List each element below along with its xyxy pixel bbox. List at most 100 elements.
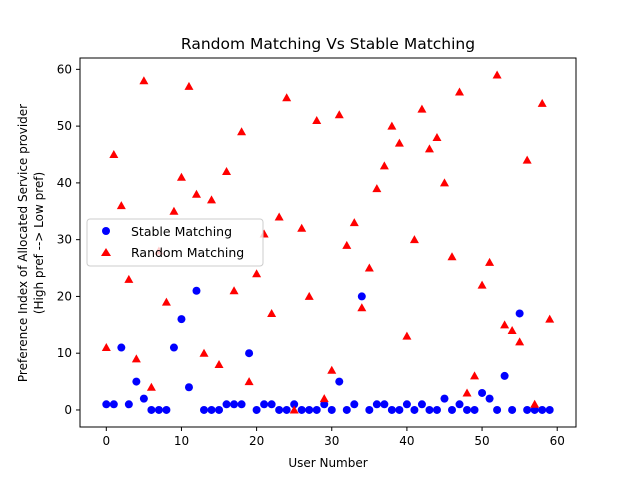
data-point-random — [522, 155, 532, 164]
y-tick-label: 30 — [57, 233, 72, 247]
data-point-random — [507, 325, 517, 334]
data-point-random — [409, 235, 419, 244]
data-point-stable — [207, 405, 216, 414]
y-tick-label: 50 — [57, 119, 72, 133]
series-stable-matching — [102, 286, 554, 414]
data-point-random — [116, 201, 126, 210]
data-point-stable — [260, 400, 269, 409]
data-point-random — [485, 257, 495, 266]
data-point-random — [184, 81, 194, 90]
y-axis-label-line-2: (High pref --> Low pref) — [32, 172, 46, 314]
data-point-random — [101, 343, 111, 352]
data-point-random — [455, 87, 465, 96]
legend-box — [86, 218, 264, 267]
data-point-random — [424, 144, 434, 153]
x-tick-label: 10 — [174, 434, 189, 448]
data-point-random — [139, 76, 149, 85]
data-point-random — [267, 308, 277, 317]
data-point-stable — [425, 405, 434, 414]
data-point-random — [319, 394, 329, 403]
y-tick-label: 0 — [64, 403, 72, 417]
legend-marker-random — [101, 248, 111, 256]
data-point-random — [252, 269, 262, 278]
data-point-stable — [545, 405, 554, 414]
data-point-stable — [237, 400, 246, 409]
data-point-stable — [538, 405, 547, 414]
data-point-random — [470, 371, 480, 380]
data-point-random — [297, 223, 307, 232]
data-point-stable — [440, 394, 449, 403]
data-point-stable — [410, 405, 419, 414]
data-point-random — [417, 104, 427, 113]
data-point-random — [500, 320, 510, 329]
data-point-stable — [305, 405, 314, 414]
data-point-random — [146, 382, 156, 391]
data-point-stable — [147, 405, 156, 414]
data-point-stable — [470, 405, 479, 414]
y-tick-label: 20 — [57, 289, 72, 303]
data-point-random — [109, 150, 119, 159]
plot-frame — [79, 57, 577, 428]
data-point-stable — [215, 405, 224, 414]
x-tick-label: 40 — [399, 434, 414, 448]
data-point-stable — [177, 315, 186, 324]
data-point-stable — [132, 377, 141, 386]
data-point-random — [304, 291, 314, 300]
data-point-stable — [387, 405, 396, 414]
x-tick-label: 0 — [102, 434, 110, 448]
x-axis-label: User Number — [288, 456, 367, 470]
y-tick-label: 40 — [57, 176, 72, 190]
data-point-stable — [290, 400, 299, 409]
data-point-stable — [252, 405, 261, 414]
data-point-random — [327, 365, 337, 374]
data-point-random — [439, 178, 449, 187]
data-marks — [101, 70, 555, 414]
data-point-stable — [267, 400, 276, 409]
data-point-stable — [493, 405, 502, 414]
data-point-random — [462, 388, 472, 397]
data-point-stable — [350, 400, 359, 409]
data-point-stable — [335, 377, 344, 386]
data-point-random — [334, 110, 344, 119]
data-point-random — [545, 314, 555, 323]
data-point-stable — [297, 405, 306, 414]
data-point-stable — [282, 405, 291, 414]
data-point-stable — [222, 400, 231, 409]
data-point-stable — [455, 400, 464, 409]
data-point-random — [379, 161, 389, 170]
data-point-stable — [109, 400, 118, 409]
data-point-random — [124, 274, 134, 283]
x-tick-label: 50 — [474, 434, 489, 448]
y-tick-label: 60 — [57, 62, 72, 76]
data-point-random — [492, 70, 502, 79]
legend: Stable Matching Random Matching — [86, 218, 264, 267]
data-point-stable — [357, 292, 366, 301]
data-point-stable — [485, 394, 494, 403]
x-tick-label: 20 — [249, 434, 264, 448]
data-point-stable — [162, 405, 171, 414]
data-point-stable — [448, 405, 456, 414]
data-point-random — [244, 377, 254, 386]
data-point-stable — [402, 400, 411, 409]
data-point-random — [364, 263, 374, 272]
data-point-random — [312, 115, 322, 124]
data-point-random — [282, 93, 292, 102]
data-point-random — [372, 184, 382, 193]
data-point-random — [191, 189, 201, 198]
series-random-matching — [101, 70, 555, 414]
data-point-random — [222, 167, 232, 176]
data-point-stable — [500, 371, 509, 380]
data-point-random — [199, 348, 209, 357]
data-point-random — [237, 127, 247, 136]
data-point-random — [357, 303, 367, 312]
data-point-stable — [478, 388, 487, 397]
legend-marker-stable — [102, 227, 110, 235]
data-point-random — [537, 98, 547, 107]
y-axis-label-line-1: Preference Index of Allocated Service pr… — [16, 104, 30, 382]
data-point-random — [515, 337, 525, 346]
data-point-stable — [275, 405, 284, 414]
data-point-stable — [320, 400, 329, 409]
data-point-random — [229, 286, 239, 295]
